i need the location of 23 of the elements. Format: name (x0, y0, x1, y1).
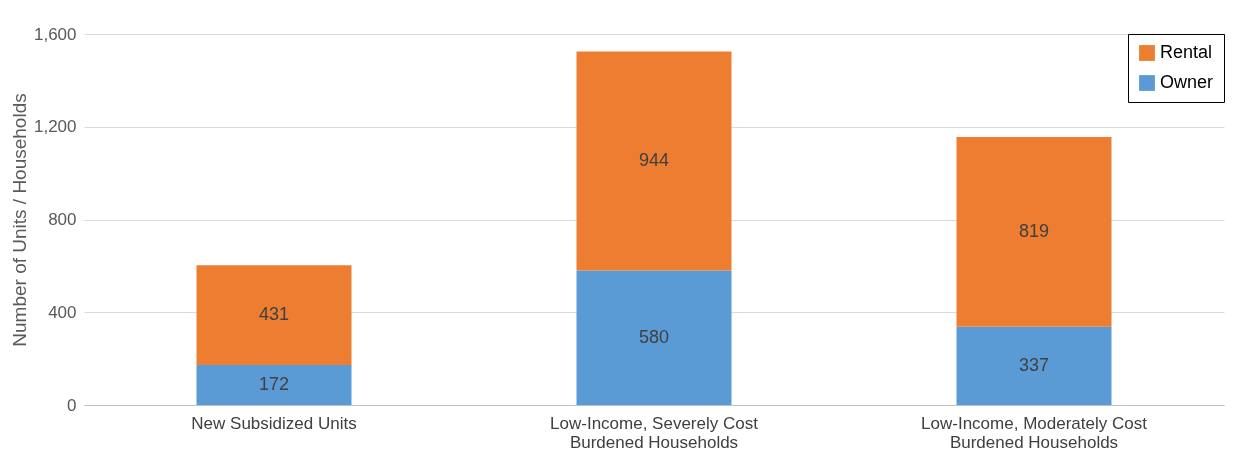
y-tick-label: 0 (67, 395, 77, 415)
bar (956, 326, 1112, 405)
y-axis-title: Number of Units / Households (8, 93, 30, 347)
data-label: 580 (638, 326, 670, 347)
legend-label: Rental (1160, 42, 1213, 62)
x-tick-label: Low-Income, Severely Cost Burdened Households (550, 413, 759, 452)
legend-label: Owner (1160, 72, 1214, 92)
bar (956, 136, 1112, 327)
bar (576, 270, 732, 405)
y-tick-label: 800 (48, 210, 77, 229)
data-label: 944 (638, 150, 670, 171)
data-label: 819 (1018, 220, 1050, 241)
bar (196, 365, 352, 405)
bar (576, 51, 732, 271)
x-tick-label: New Subsidized Units (191, 413, 357, 433)
y-tick-label: 1,600 (33, 24, 77, 44)
bar (196, 265, 352, 366)
y-tick-label: 1,200 (33, 117, 77, 137)
data-label: 431 (258, 304, 290, 325)
data-label: 337 (1018, 354, 1050, 375)
y-tick-label: 400 (48, 302, 77, 322)
data-label: 172 (258, 374, 290, 395)
x-tick-label: Low-Income, Moderately Cost Burdened Households (921, 413, 1148, 452)
